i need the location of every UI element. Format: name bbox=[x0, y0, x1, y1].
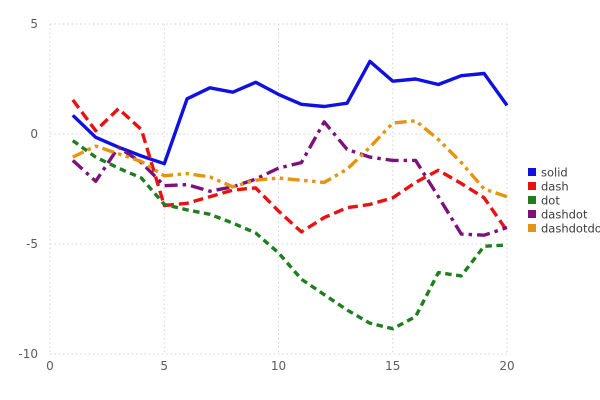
legend-label-dash: dash bbox=[541, 180, 569, 194]
y-tick-label: 5 bbox=[30, 17, 38, 31]
legend-label-dashdot: dashdot bbox=[541, 208, 588, 222]
legend-swatch-dashdotdot bbox=[528, 224, 536, 232]
legend-item-dashdot: dashdot bbox=[528, 208, 588, 222]
legend-item-dot: dot bbox=[528, 194, 560, 208]
y-tick-label: 0 bbox=[30, 127, 38, 141]
y-tick-label: -5 bbox=[26, 237, 38, 251]
y-tick-label: -10 bbox=[18, 347, 38, 361]
legend-item-solid: solid bbox=[528, 166, 568, 180]
legend-swatch-dot bbox=[528, 196, 536, 204]
series-line-dashdotdot bbox=[72, 119, 508, 199]
legend-swatch-dashdot bbox=[528, 210, 536, 218]
series-line-dot bbox=[71, 139, 508, 331]
legend-label-dot: dot bbox=[541, 194, 560, 208]
x-tick-label: 15 bbox=[385, 359, 400, 373]
legend-swatch-dash bbox=[528, 182, 536, 190]
tick-layer: 0 5 10 15 20 5 0 -5 -10 bbox=[18, 17, 514, 373]
legend-item-dashdotdot: dashdotdot bbox=[528, 222, 600, 236]
x-tick-label: 10 bbox=[271, 359, 286, 373]
series-layer bbox=[71, 59, 509, 331]
grid-layer bbox=[49, 23, 508, 355]
legend-swatch-solid bbox=[528, 168, 536, 176]
series-line-solid bbox=[71, 59, 509, 166]
legend-item-dash: dash bbox=[528, 180, 569, 194]
series-line-dashdot bbox=[71, 120, 508, 237]
legend-label-solid: solid bbox=[541, 166, 568, 180]
x-tick-label: 20 bbox=[499, 359, 514, 373]
x-tick-label: 0 bbox=[46, 359, 54, 373]
legend-label-dashdotdot: dashdotdot bbox=[541, 222, 600, 236]
x-tick-label: 5 bbox=[160, 359, 168, 373]
series-line-dash bbox=[71, 98, 509, 234]
